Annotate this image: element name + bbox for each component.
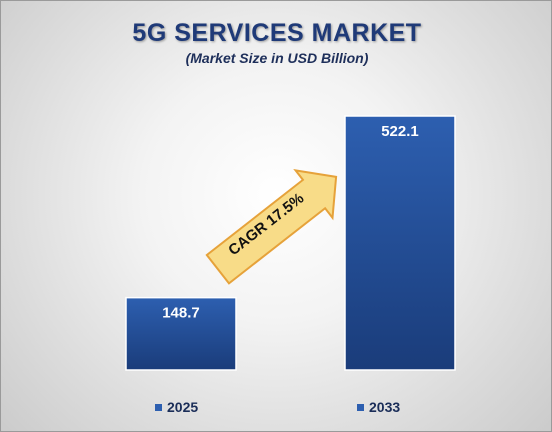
- cagr-arrow: [205, 169, 338, 285]
- legend: 2025 2033: [1, 399, 551, 419]
- chart-subtitle: (Market Size in USD Billion): [185, 50, 369, 66]
- bar-value-label-2025: 148.7: [162, 305, 200, 322]
- legend-label: 2025: [167, 399, 199, 415]
- legend-label: 2033: [369, 399, 401, 415]
- bar-2033: [344, 115, 456, 371]
- bar-value-label-2033: 522.1: [381, 123, 419, 140]
- bars-layer: 148.7 522.1: [125, 115, 456, 371]
- chart-title: 5G SERVICES MARKET: [132, 19, 422, 47]
- legend-swatch: [155, 403, 162, 411]
- legend-item-2025: 2025: [155, 399, 198, 415]
- legend-swatch: [357, 403, 364, 411]
- bar-2025: [125, 296, 237, 371]
- legend-item-2033: 2033: [357, 399, 400, 415]
- cagr-arrow-group: CAGR 17.5%: [205, 169, 338, 285]
